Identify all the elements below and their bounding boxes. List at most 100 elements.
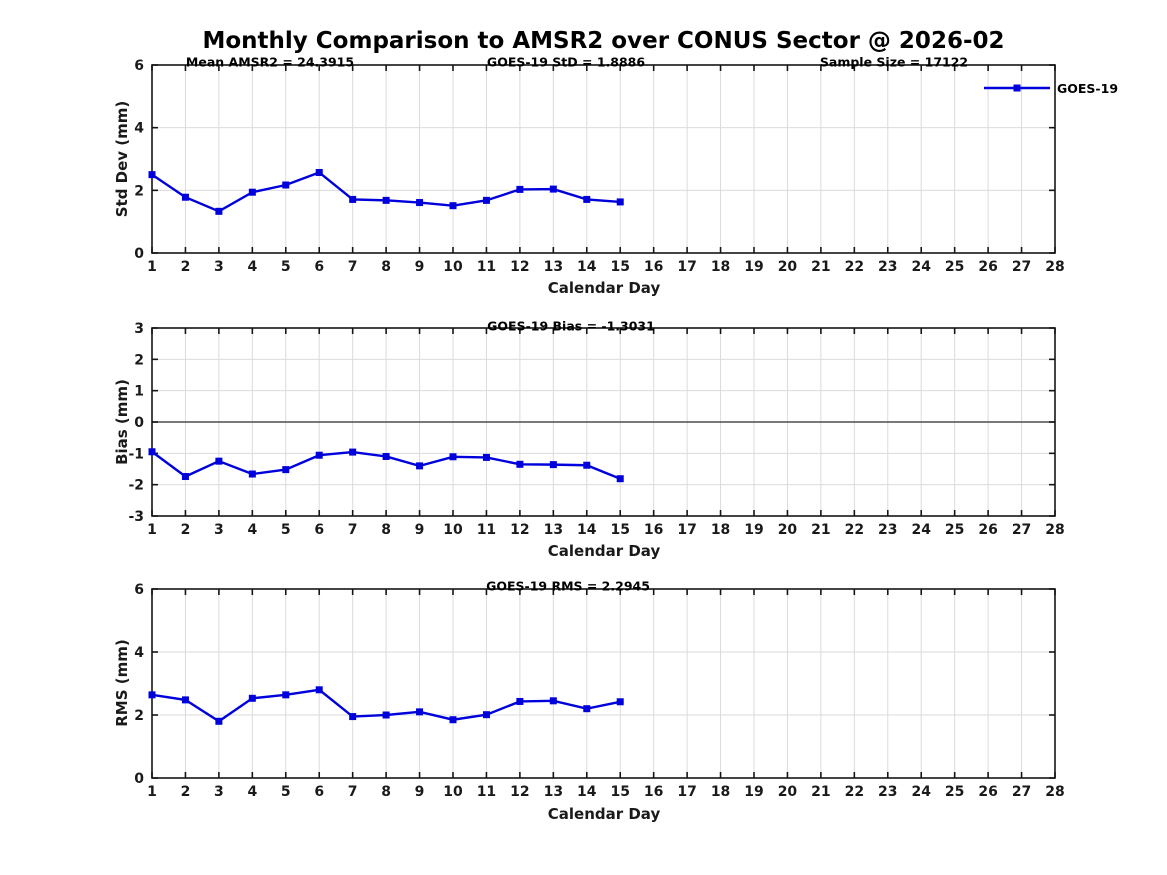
x-tick-label: 7 bbox=[348, 784, 358, 800]
x-tick-label: 28 bbox=[1045, 784, 1064, 800]
y-tick-label: 6 bbox=[134, 582, 144, 598]
annotation-goes19-bias: GOES-19 Bias = -1.3031 bbox=[487, 318, 655, 334]
x-tick-label: 27 bbox=[1012, 259, 1031, 275]
x-tick-label: 4 bbox=[247, 784, 257, 800]
x-tick-label: 15 bbox=[610, 259, 629, 275]
series-marker bbox=[416, 462, 424, 470]
x-tick-label: 1 bbox=[147, 259, 157, 275]
series-marker bbox=[248, 694, 256, 702]
x-tick-label: 2 bbox=[181, 522, 191, 538]
x-tick-label: 7 bbox=[348, 259, 358, 275]
y-tick-label: -3 bbox=[128, 509, 144, 525]
series-marker bbox=[616, 698, 624, 706]
series-marker bbox=[148, 448, 156, 456]
series-marker bbox=[181, 193, 189, 201]
series-marker bbox=[382, 711, 390, 719]
x-tick-label: 9 bbox=[415, 784, 425, 800]
x-tick-label: 3 bbox=[214, 784, 224, 800]
x-tick-label: 9 bbox=[415, 522, 425, 538]
x-tick-label: 26 bbox=[978, 259, 997, 275]
series-marker bbox=[315, 451, 323, 459]
series-marker bbox=[449, 453, 457, 461]
y-tick-label: 3 bbox=[134, 321, 144, 337]
y-tick-label: 0 bbox=[134, 415, 144, 431]
x-tick-label: 2 bbox=[181, 784, 191, 800]
x-tick-label: 17 bbox=[677, 522, 696, 538]
x-tick-label: 13 bbox=[544, 522, 563, 538]
series-marker bbox=[549, 461, 557, 469]
x-tick-label: 17 bbox=[677, 784, 696, 800]
xlabel-std-dev: Calendar Day bbox=[547, 279, 661, 297]
y-tick-label: 2 bbox=[134, 708, 144, 724]
series-marker bbox=[248, 470, 256, 478]
series-marker bbox=[349, 713, 357, 721]
x-tick-label: 7 bbox=[348, 522, 358, 538]
x-tick-label: 22 bbox=[845, 522, 864, 538]
x-tick-label: 4 bbox=[247, 522, 257, 538]
x-tick-label: 15 bbox=[610, 784, 629, 800]
x-tick-label: 18 bbox=[711, 784, 730, 800]
x-tick-label: 21 bbox=[811, 522, 830, 538]
series-marker bbox=[482, 453, 490, 461]
y-tick-label: 4 bbox=[134, 645, 144, 661]
x-tick-label: 12 bbox=[510, 522, 529, 538]
x-tick-label: 22 bbox=[845, 259, 864, 275]
x-tick-label: 22 bbox=[845, 784, 864, 800]
x-tick-label: 24 bbox=[911, 522, 931, 538]
series-marker bbox=[282, 466, 290, 474]
y-tick-label: 2 bbox=[134, 183, 144, 199]
x-tick-label: 13 bbox=[544, 259, 563, 275]
annotation-goes19-std: GOES-19 StD = 1.8886 bbox=[486, 54, 646, 70]
gridlines bbox=[152, 589, 1055, 778]
subplot-bias: 1 2 3 4 5 6 7 8 9 10 11 12 13 14 15 16 17 18 19 20 21 22 23 24 2… bbox=[128, 321, 1064, 538]
x-tick-label: 26 bbox=[978, 784, 997, 800]
axes-box bbox=[151, 588, 1056, 779]
x-tick-label: 18 bbox=[711, 522, 730, 538]
x-tick-label: 3 bbox=[214, 259, 224, 275]
y-tick-label: 0 bbox=[134, 771, 144, 787]
x-tick-label: 14 bbox=[577, 784, 597, 800]
series-marker bbox=[282, 181, 290, 189]
x-tick-label: 14 bbox=[577, 522, 597, 538]
series-marker bbox=[181, 696, 189, 704]
annotation-sample-size: Sample Size = 17122 bbox=[819, 54, 969, 70]
x-tick-label: 6 bbox=[314, 784, 324, 800]
x-tick-label: 10 bbox=[443, 784, 463, 800]
x-tick-label: 9 bbox=[415, 259, 425, 275]
x-tick-label: 11 bbox=[477, 259, 496, 275]
y-tick-label: -1 bbox=[128, 446, 144, 462]
series-marker bbox=[315, 686, 323, 694]
x-tick-label: 19 bbox=[744, 784, 763, 800]
x-tick-label: 15 bbox=[610, 522, 629, 538]
x-tick-label: 25 bbox=[945, 259, 964, 275]
x-tick-label: 26 bbox=[978, 522, 997, 538]
x-tick-label: 5 bbox=[281, 522, 291, 538]
ylabel-std-dev: Std Dev (mm) bbox=[113, 100, 131, 218]
ticks-and-tick-labels: 1 2 3 4 5 6 7 8 9 10 11 12 13 14 15 16 17 18 19 20 21 22 23 24 2… bbox=[128, 321, 1064, 538]
series-marker bbox=[583, 705, 591, 713]
subplot-rms: 1 2 3 4 5 6 7 8 9 10 11 12 13 14 15 16 17 18 19 20 21 22 23 24 2… bbox=[134, 582, 1064, 800]
x-tick-label: 8 bbox=[381, 522, 391, 538]
x-tick-label: 8 bbox=[381, 784, 391, 800]
x-tick-label: 20 bbox=[778, 259, 798, 275]
series-marker bbox=[282, 691, 290, 699]
annotation-mean-amsr2: Mean AMSR2 = 24.3915 bbox=[185, 54, 355, 70]
series-marker bbox=[583, 195, 591, 203]
x-tick-label: 27 bbox=[1012, 522, 1031, 538]
x-tick-label: 1 bbox=[147, 522, 157, 538]
x-tick-label: 27 bbox=[1012, 784, 1031, 800]
series-marker bbox=[616, 198, 624, 206]
y-tick-label: 2 bbox=[134, 352, 144, 368]
x-tick-label: 5 bbox=[281, 784, 291, 800]
series-marker bbox=[382, 196, 390, 204]
x-tick-label: 2 bbox=[181, 259, 191, 275]
legend: GOES-19 bbox=[983, 80, 1118, 96]
x-tick-label: 5 bbox=[281, 259, 291, 275]
x-tick-label: 16 bbox=[644, 784, 663, 800]
xlabel-bias: Calendar Day bbox=[547, 542, 661, 560]
series-marker bbox=[449, 716, 457, 724]
series-marker bbox=[616, 475, 624, 483]
series-marker bbox=[248, 188, 256, 196]
x-tick-label: 19 bbox=[744, 522, 763, 538]
